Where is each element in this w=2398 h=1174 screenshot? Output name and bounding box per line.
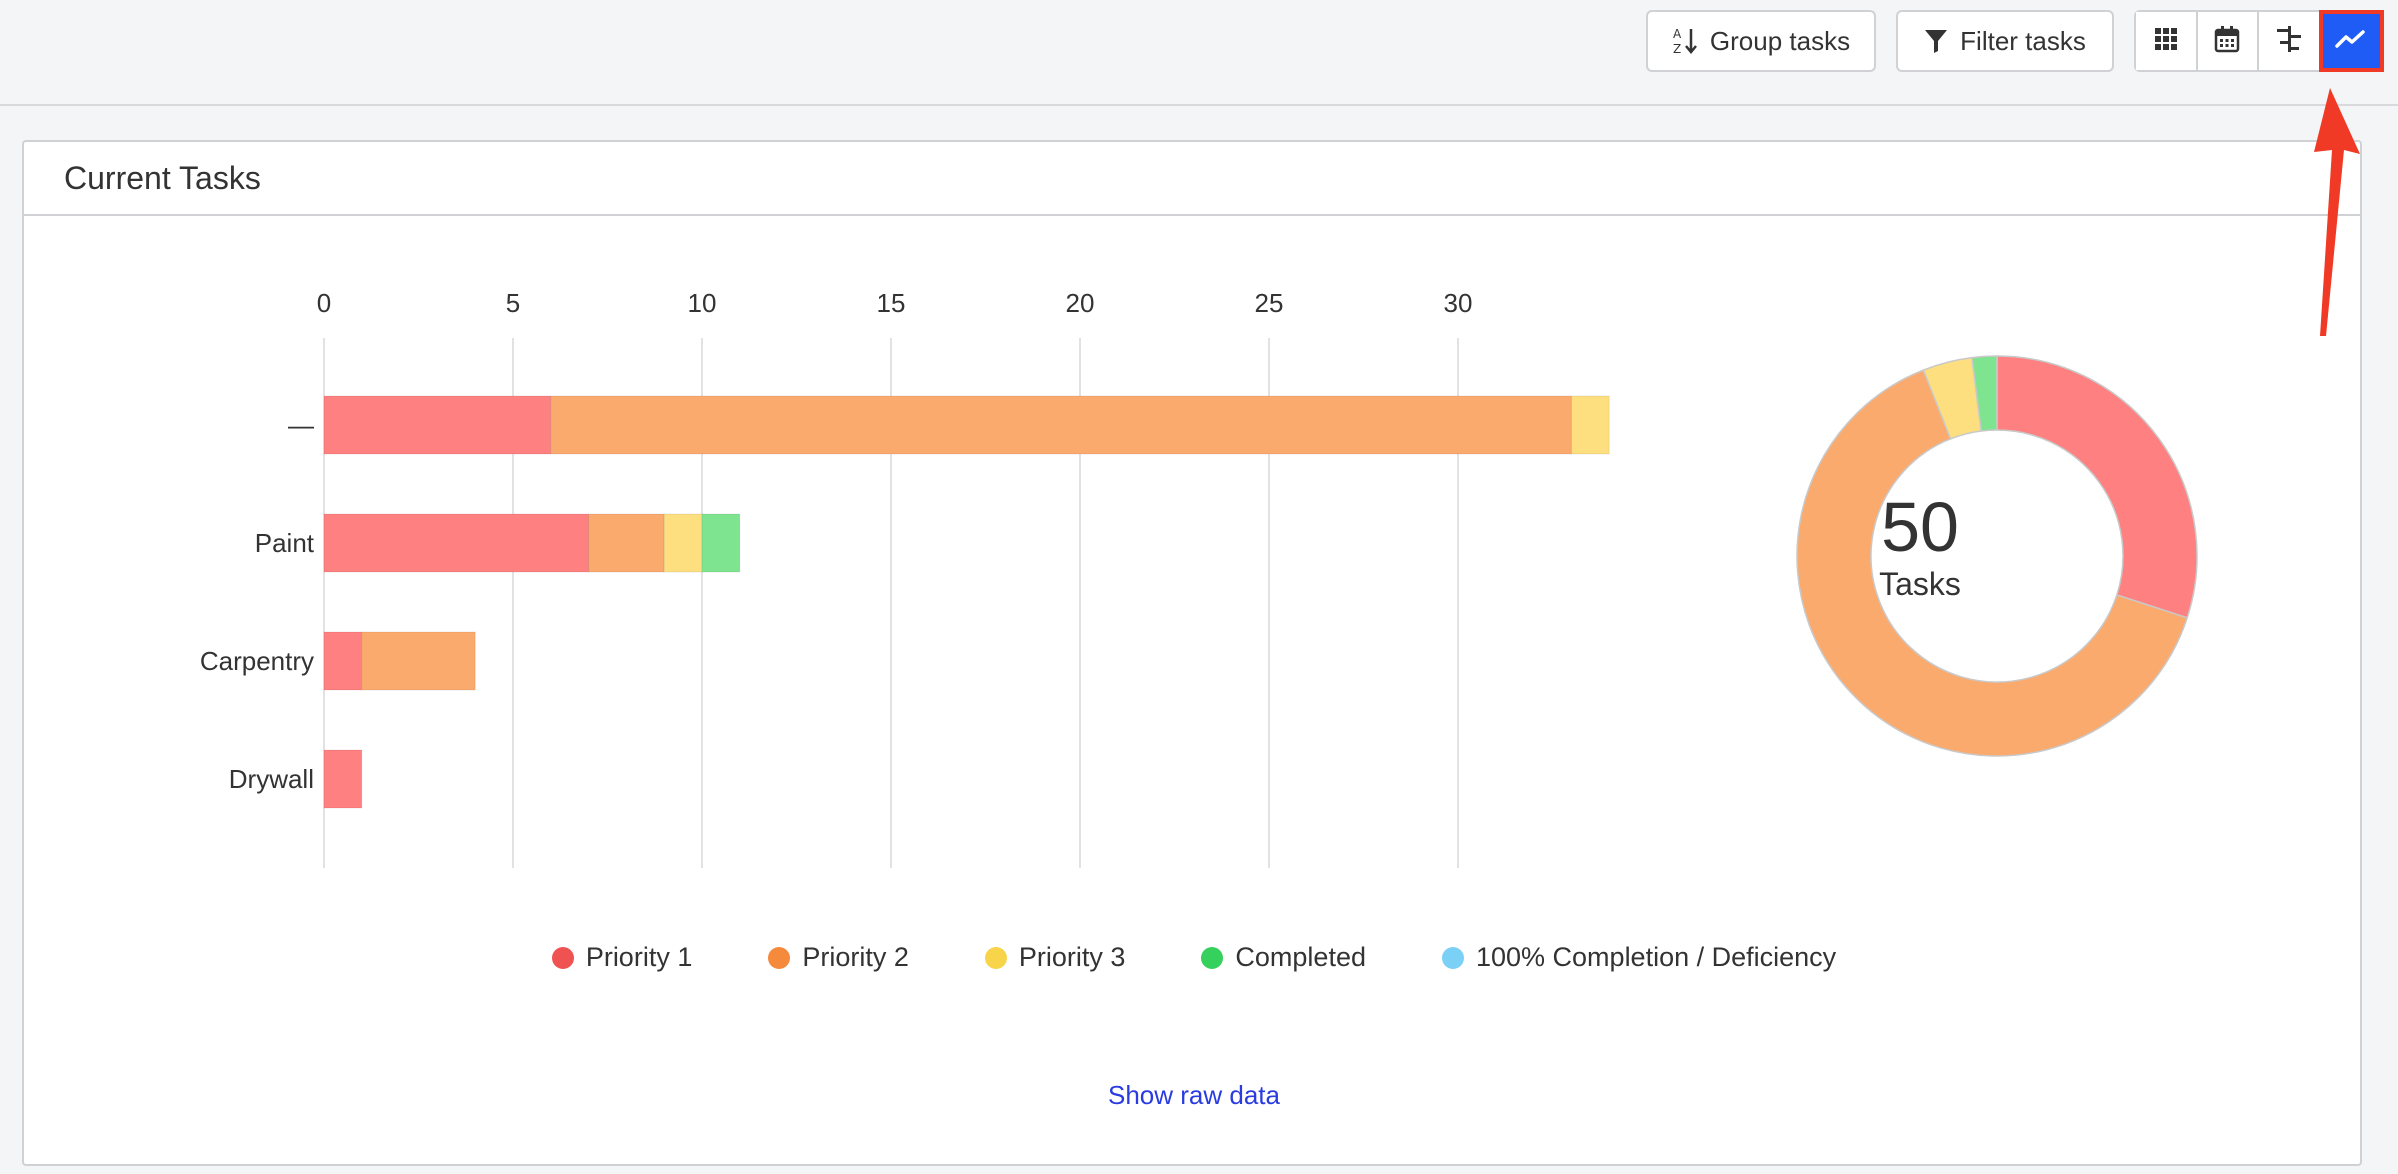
calendar-icon xyxy=(2214,25,2240,58)
bar-segment xyxy=(323,631,363,691)
view-switcher xyxy=(2134,10,2385,72)
legend-label: Completed xyxy=(1235,942,1366,972)
chart-view-button[interactable] xyxy=(2318,10,2385,72)
group-tasks-button[interactable]: A Z Group tasks xyxy=(1646,10,1876,72)
legend-label: Priority 3 xyxy=(1018,942,1126,972)
filter-tasks-button[interactable]: Filter tasks xyxy=(1896,10,2114,72)
legend-swatch xyxy=(1441,946,1464,969)
category-label: Carpentry xyxy=(200,646,314,676)
annotation-arrow xyxy=(2314,88,2360,336)
bar-segment xyxy=(323,395,552,455)
donut-total: 50 xyxy=(1881,488,1959,566)
x-tick-label: 30 xyxy=(1444,288,1473,318)
donut-label: Tasks xyxy=(1879,566,1961,602)
group-tasks-label: Group tasks xyxy=(1709,25,1851,56)
chart-area: 0 5 10 15 20 25 30 — Paint Carpentry Drywall xyxy=(200,288,2198,868)
x-tick-label: 10 xyxy=(688,288,717,318)
category-label: — xyxy=(288,410,314,440)
show-raw-data-link[interactable]: Show raw data xyxy=(1108,1080,1280,1110)
top-toolbar: A Z Group tasks Filter tasks xyxy=(0,0,2398,106)
svg-text:Z: Z xyxy=(1673,42,1681,56)
donut-slice xyxy=(1796,369,2189,757)
bar-segment xyxy=(588,513,665,573)
chart-legend: Priority 1 Priority 2 Priority 3 Completed 1… xyxy=(24,942,2364,973)
bar-segment xyxy=(701,513,741,573)
bar-segment xyxy=(550,395,1572,455)
svg-text:A: A xyxy=(1673,27,1682,41)
x-tick-label: 25 xyxy=(1255,288,1284,318)
legend-swatch xyxy=(1201,946,1224,969)
x-tick-label: 20 xyxy=(1066,288,1095,318)
sort-icon: A Z xyxy=(1672,26,1698,56)
filter-tasks-label: Filter tasks xyxy=(1960,25,2086,56)
bar-segment xyxy=(323,749,363,809)
gantt-view-button[interactable] xyxy=(2259,12,2321,70)
category-label: Drywall xyxy=(229,764,314,794)
grid-view-button[interactable] xyxy=(2136,12,2198,70)
filter-icon xyxy=(1924,28,1948,54)
current-tasks-card: Current Tasks 0 5 10 15 20 25 30 — Paint Carpentr… xyxy=(22,140,2362,1166)
legend-swatch xyxy=(768,946,791,969)
legend-item[interactable]: Priority 2 xyxy=(768,942,909,973)
bar-segment xyxy=(323,513,590,573)
category-label: Paint xyxy=(255,528,315,558)
card-title: Current Tasks xyxy=(24,142,2360,216)
legend-item[interactable]: Priority 1 xyxy=(551,942,693,973)
legend-item[interactable]: Priority 3 xyxy=(984,942,1126,973)
legend-item[interactable]: Completed xyxy=(1201,942,1366,973)
grid-icon xyxy=(2154,27,2178,56)
donut-slice xyxy=(1996,355,2198,619)
x-tick-label: 0 xyxy=(317,288,331,318)
bar-segment xyxy=(663,513,703,573)
legend-label: 100% Completion / Deficiency xyxy=(1475,942,1837,972)
legend-swatch xyxy=(984,946,1007,969)
legend-item[interactable]: 100% Completion / Deficiency xyxy=(1441,942,1837,973)
x-tick-label: 5 xyxy=(506,288,520,318)
legend-label: Priority 1 xyxy=(585,942,693,972)
donut-center: 50 Tasks xyxy=(1795,492,2045,603)
bar-segment xyxy=(1570,395,1610,455)
bar-segment xyxy=(361,631,476,691)
donut-slice xyxy=(1971,355,1998,432)
legend-label: Priority 2 xyxy=(802,942,909,972)
x-tick-label: 15 xyxy=(877,288,906,318)
calendar-view-button[interactable] xyxy=(2197,12,2259,70)
legend-swatch xyxy=(551,946,574,969)
gantt-icon xyxy=(2276,25,2302,57)
trend-line-icon xyxy=(2335,28,2367,55)
